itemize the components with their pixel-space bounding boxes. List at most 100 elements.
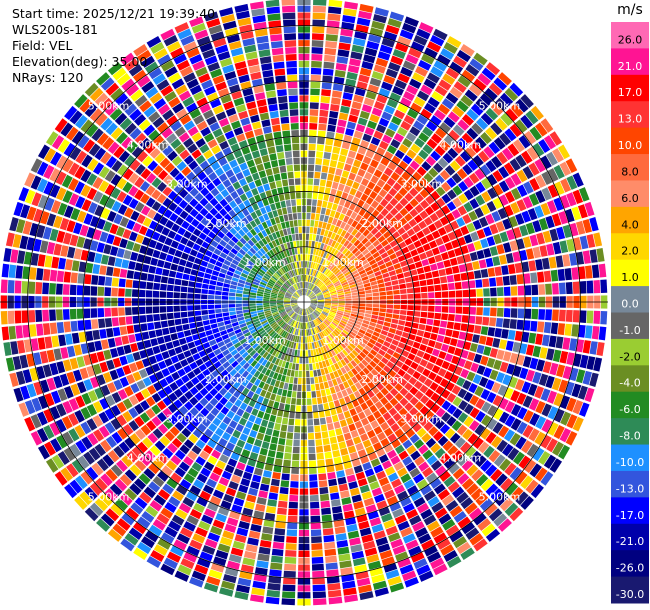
radar-gate bbox=[366, 296, 373, 301]
radar-gate bbox=[344, 200, 351, 209]
radar-gate bbox=[35, 309, 43, 322]
radar-gate bbox=[155, 267, 163, 275]
radar-gate bbox=[483, 445, 495, 458]
radar-gate bbox=[230, 120, 241, 130]
radar-gate bbox=[488, 82, 503, 96]
radar-gate bbox=[395, 360, 404, 368]
radar-gate bbox=[266, 271, 273, 277]
radar-gate bbox=[189, 407, 199, 417]
radar-gate bbox=[447, 111, 460, 123]
radar-gate bbox=[336, 353, 343, 361]
radar-gate bbox=[273, 274, 279, 280]
radar-gate bbox=[416, 564, 431, 576]
radar-gate bbox=[229, 435, 238, 445]
radar-gate bbox=[498, 166, 510, 179]
radar-gate bbox=[225, 153, 235, 163]
radar-gate bbox=[284, 305, 291, 308]
radar-gate bbox=[328, 350, 334, 358]
radar-gate bbox=[323, 337, 329, 344]
radar-gate bbox=[338, 483, 349, 492]
radar-gate bbox=[398, 433, 409, 444]
radar-gate bbox=[356, 253, 364, 260]
radar-gate bbox=[268, 226, 275, 234]
radar-gate bbox=[292, 328, 297, 335]
radar-gate bbox=[467, 324, 475, 333]
radar-gate bbox=[251, 445, 261, 454]
radar-gate bbox=[388, 407, 398, 417]
radar-gate bbox=[275, 334, 281, 342]
radar-gate bbox=[534, 205, 545, 218]
radar-gate bbox=[310, 300, 318, 302]
radar-gate bbox=[321, 89, 331, 97]
radar-gate bbox=[202, 320, 210, 326]
radar-gate bbox=[163, 261, 172, 270]
radar-gate bbox=[236, 356, 244, 364]
radar-gate bbox=[216, 411, 226, 421]
radar-gate bbox=[200, 126, 211, 137]
radar-gate bbox=[292, 269, 297, 276]
radar-gate bbox=[279, 260, 285, 267]
radar-gate bbox=[283, 243, 289, 250]
radar-gate bbox=[578, 187, 590, 202]
radar-gate bbox=[202, 368, 211, 377]
radar-gate bbox=[257, 288, 265, 293]
radar-gate bbox=[242, 208, 250, 217]
radar-gate bbox=[335, 284, 342, 289]
radar-gate bbox=[210, 562, 225, 573]
radar-gate bbox=[343, 8, 357, 17]
radar-gate bbox=[443, 116, 456, 129]
radar-gate bbox=[373, 130, 384, 140]
radar-gate bbox=[248, 196, 256, 205]
radar-gate bbox=[167, 277, 175, 285]
radar-gate bbox=[83, 451, 96, 465]
radar-gate bbox=[259, 247, 266, 255]
radar-gate bbox=[312, 5, 327, 13]
radar-gate bbox=[84, 274, 92, 285]
radar-gate bbox=[251, 474, 262, 483]
radar-gate bbox=[327, 272, 334, 279]
radar-gate bbox=[579, 235, 589, 250]
radar-gate bbox=[373, 64, 386, 74]
radar-gate bbox=[309, 293, 315, 298]
radar-gate bbox=[385, 569, 400, 580]
radar-gate bbox=[454, 281, 462, 290]
radar-gate bbox=[562, 224, 572, 239]
radar-gate bbox=[281, 417, 289, 425]
radar-gate bbox=[314, 311, 320, 316]
radar-gate bbox=[324, 302, 332, 305]
radar-gate bbox=[43, 181, 55, 196]
radar-gate bbox=[224, 130, 235, 140]
radar-gate bbox=[298, 282, 301, 289]
radar-gate bbox=[538, 217, 549, 231]
radar-gate bbox=[271, 323, 278, 329]
radar-gate bbox=[308, 292, 314, 298]
radar-gate bbox=[223, 100, 234, 111]
radar-gate bbox=[285, 550, 297, 557]
radar-gate bbox=[77, 455, 90, 469]
radar-gate bbox=[333, 347, 339, 355]
radar-gate bbox=[176, 161, 187, 172]
radar-gate bbox=[180, 286, 188, 293]
radar-gate bbox=[250, 270, 257, 276]
radar-gate bbox=[331, 321, 338, 327]
radar-gate bbox=[291, 298, 298, 301]
radar-gate bbox=[413, 34, 428, 46]
radar-gate bbox=[414, 293, 421, 299]
radar-gate bbox=[289, 278, 295, 285]
radar-gate bbox=[309, 306, 315, 311]
radar-gate bbox=[509, 275, 517, 285]
radar-gate bbox=[175, 272, 183, 279]
radar-gate bbox=[178, 132, 190, 143]
radar-gate bbox=[288, 310, 294, 316]
radar-gate bbox=[448, 306, 456, 314]
radar-gate bbox=[364, 356, 372, 364]
radar-gate bbox=[329, 341, 335, 349]
radar-gate bbox=[485, 336, 494, 347]
radar-gate bbox=[451, 420, 462, 432]
radar-gate bbox=[257, 553, 270, 562]
radar-gate bbox=[207, 138, 218, 149]
radar-gate bbox=[425, 272, 433, 279]
radar-gate bbox=[391, 258, 400, 265]
radar-gate bbox=[402, 22, 417, 34]
radar-gate bbox=[157, 538, 172, 550]
